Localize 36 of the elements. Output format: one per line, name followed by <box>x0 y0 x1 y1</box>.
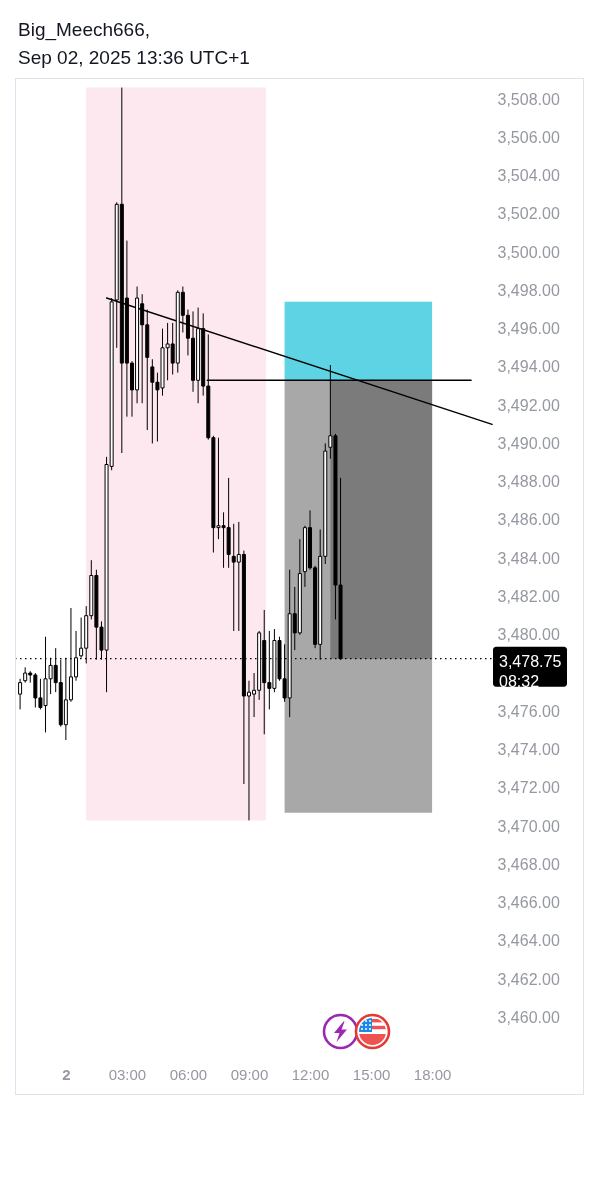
y-tick-label: 3,486.00 <box>497 511 560 529</box>
y-tick-label: 3,466.00 <box>497 894 560 912</box>
annotation: 08:32 <box>499 672 540 690</box>
y-tick-label: 3,506.00 <box>497 128 560 146</box>
y-tick-label: 3,476.00 <box>497 702 560 720</box>
y-tick-label: 3,492.00 <box>497 396 560 414</box>
x-tick-label: 12:00 <box>291 1065 330 1083</box>
chart-subtitle: Sep 02, 2025 13:36 UTC+1 <box>18 47 250 68</box>
y-tick-label: 3,482.00 <box>497 588 560 606</box>
chart-title: Big_Meech666, <box>18 19 151 41</box>
x-tick-label: 06:00 <box>169 1065 208 1083</box>
y-tick-label: 3,468.00 <box>497 855 560 873</box>
y-tick-label: 3,508.00 <box>497 90 560 108</box>
x-tick-label: 2 <box>62 1065 71 1083</box>
y-tick-label: 3,470.00 <box>497 817 560 835</box>
y-tick-label: 3,500.00 <box>497 243 560 261</box>
y-tick-label: 3,460.00 <box>497 1008 560 1026</box>
y-tick-label: 3,496.00 <box>497 320 560 338</box>
y-tick-label: 3,494.00 <box>497 358 560 376</box>
y-tick-label: 3,474.00 <box>497 741 560 759</box>
y-tick-label: 3,464.00 <box>497 932 560 950</box>
y-tick-label: 3,472.00 <box>497 779 560 797</box>
ref-line-label: 3,478.75 <box>499 652 562 670</box>
x-tick-label: 09:00 <box>230 1065 269 1083</box>
x-tick-label: 15:00 <box>352 1065 391 1083</box>
y-tick-label: 3,504.00 <box>497 167 560 185</box>
y-tick-label: 3,490.00 <box>497 434 560 452</box>
x-tick-label: 03:00 <box>108 1065 147 1083</box>
y-tick-label: 3,502.00 <box>497 205 560 223</box>
y-tick-label: 3,488.00 <box>497 473 560 491</box>
candlestick <box>18 678 23 710</box>
y-tick-label: 3,462.00 <box>497 970 560 988</box>
y-tick-label: 3,498.00 <box>497 281 560 299</box>
y-tick-label: 3,484.00 <box>497 549 560 567</box>
x-tick-label: 18:00 <box>413 1065 452 1083</box>
y-tick-label: 3,480.00 <box>497 626 560 644</box>
